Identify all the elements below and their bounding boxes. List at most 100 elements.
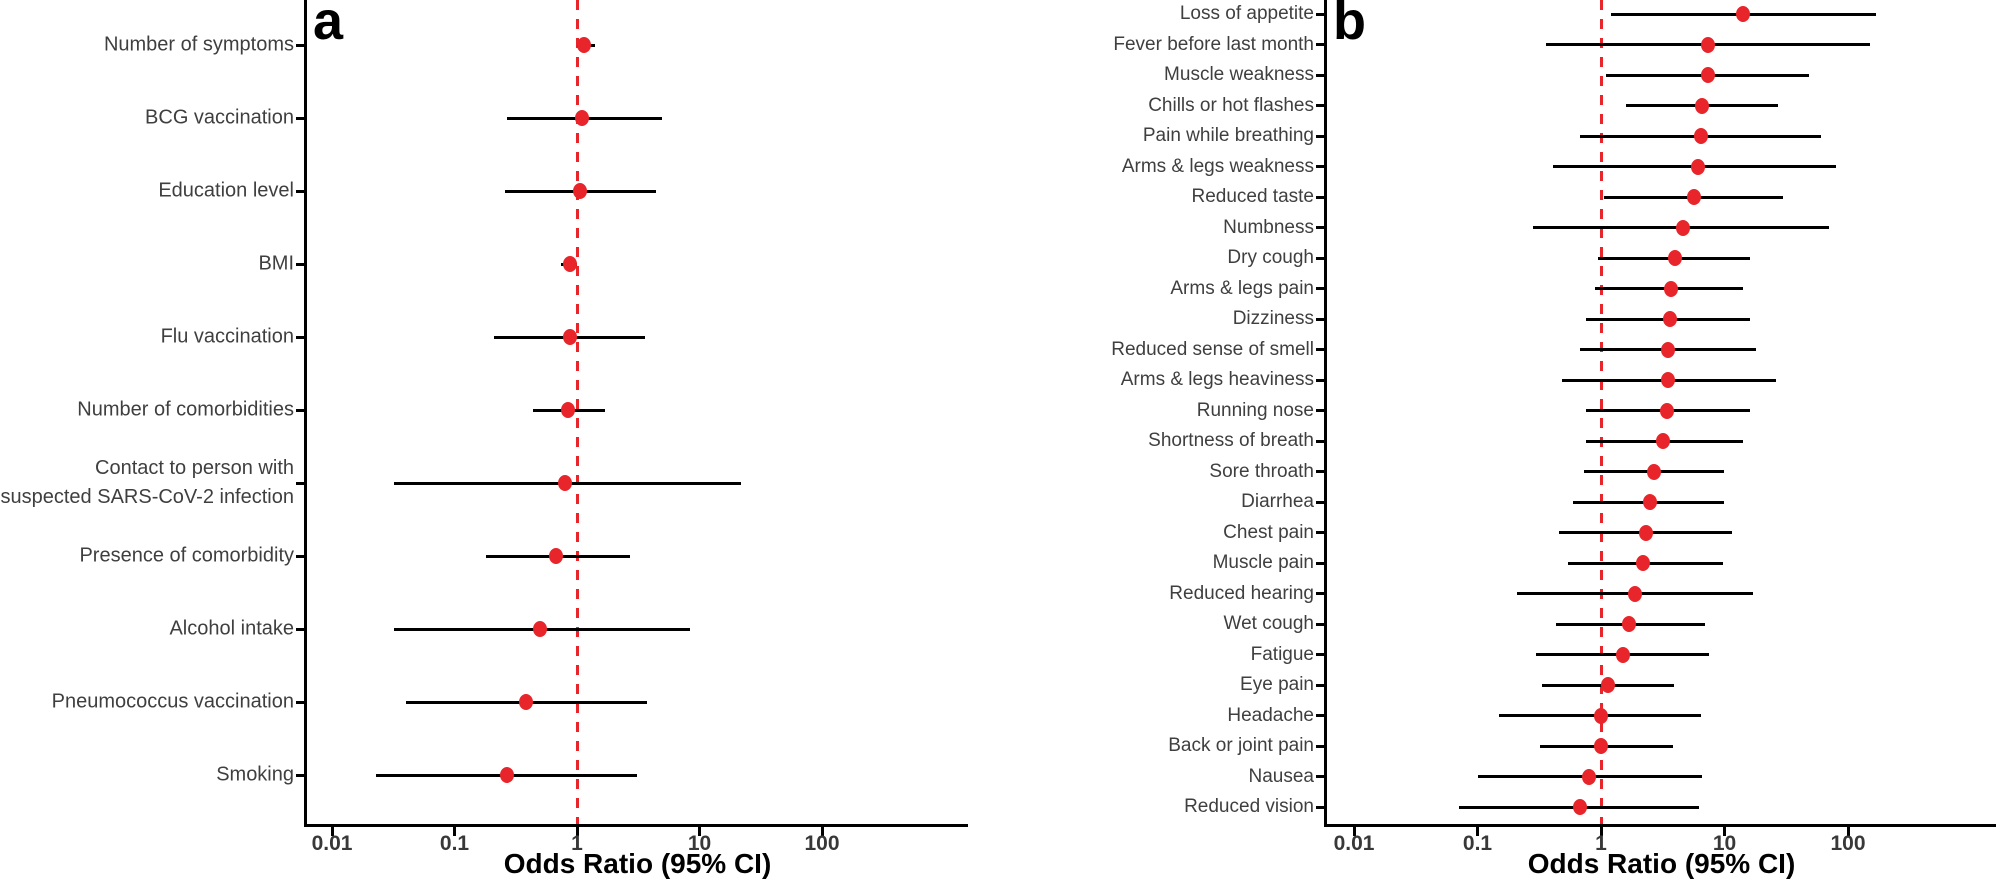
y-tick [1316,714,1324,717]
row-label: Pneumococcus vaccination [51,690,294,713]
x-tick [1476,827,1479,836]
or-dot [1694,128,1709,144]
or-dot [1662,311,1677,327]
y-tick [1316,500,1324,504]
x-tick-label: 1 [1595,832,1607,855]
or-dot [1690,158,1705,175]
or-dot [1735,6,1750,22]
row-label: Headache [1227,704,1314,726]
or-dot [1687,189,1702,205]
or-dot [1700,67,1715,83]
row-label: Numbness [1223,216,1314,238]
x-tick [330,827,334,836]
or-dot [575,110,590,126]
y-tick [1316,470,1324,473]
x-tick [575,827,579,836]
y-tick [1316,73,1324,77]
or-dot [562,329,577,345]
row-label: Nausea [1248,765,1315,787]
y-tick [1316,561,1324,565]
panel-letter-b: b [1333,0,1366,51]
row-label: Reduced hearing [1169,582,1314,604]
or-dot [558,475,573,491]
row-label: Reduced vision [1184,796,1314,817]
x-tick [1352,827,1356,836]
row-label: BMI [258,252,294,275]
x-tick-label: 100 [1830,832,1866,855]
y-tick [1316,195,1324,199]
row-label: Muscle weakness [1164,64,1314,85]
y-tick [1316,226,1324,229]
y-axis-line [304,0,307,827]
row-label: Alcohol intake [169,617,294,640]
or-dot [1622,616,1637,632]
y-tick [1316,165,1324,168]
or-dot [1594,707,1608,724]
or-dot [1701,36,1716,53]
or-dot [549,548,564,564]
y-tick [1316,12,1324,16]
x-axis-line [1324,824,1996,827]
y-tick [1316,43,1324,46]
x-tick [820,827,824,836]
y-tick [1316,744,1324,748]
or-dot [1628,585,1643,602]
y-tick [296,700,304,704]
y-tick [1316,317,1324,321]
row-label: Muscle pain [1212,552,1314,573]
row-label: Education level [158,179,294,202]
row-label: Fatigue [1250,643,1314,665]
row-label: Chills or hot flashes [1148,94,1314,116]
row-label: Flu vaccination [160,325,294,348]
y-tick [1316,531,1324,534]
y-tick [1316,805,1324,809]
row-label: Arms & legs heaviness [1120,369,1314,390]
reference-line [1599,0,1603,824]
or-dot [561,402,576,418]
or-dot [1695,97,1710,114]
x-tick-label: 1 [571,832,583,855]
x-tick-label: 100 [804,832,840,855]
x-axis-line [304,824,968,827]
or-dot [562,256,577,272]
y-tick [296,481,304,485]
y-tick [1316,653,1324,656]
y-tick [1316,683,1324,687]
x-tick [1723,827,1726,836]
or-dot [1668,250,1683,266]
y-axis-line [1324,0,1327,827]
row-label: Running nose [1196,399,1314,421]
y-tick [296,408,304,412]
y-tick [1316,287,1324,290]
row-label: Fever before last month [1113,33,1314,55]
or-dot [533,621,548,637]
or-dot [1638,524,1653,541]
y-tick [1316,378,1324,382]
row-label: Dry cough [1227,247,1314,268]
x-tick-label: 0.01 [1333,832,1375,855]
x-tick [1846,827,1850,836]
y-tick [296,627,304,631]
y-tick [1316,104,1324,107]
x-tick [453,827,456,836]
or-dot [1615,646,1630,663]
x-axis-title: Odds Ratio (95% CI) [503,848,772,879]
row-label: Contact to person with suspected SARS-Co… [0,457,295,508]
or-dot [1661,341,1676,358]
or-dot [1647,463,1662,480]
x-tick [698,827,701,836]
row-label: Smoking [216,763,294,786]
row-label: Loss of appetite [1179,3,1314,24]
or-dot [1643,494,1658,510]
x-tick-label: 0.1 [1462,832,1493,855]
x-tick-label: 0.01 [311,832,353,855]
row-label: Chest pain [1223,521,1314,543]
x-tick-label: 10 [1712,832,1737,855]
y-tick [296,43,304,47]
row-label: Arms & legs weakness [1121,155,1314,177]
y-tick [296,116,304,120]
panel-letter-a: a [313,0,344,51]
row-label: Back or joint pain [1168,735,1314,756]
